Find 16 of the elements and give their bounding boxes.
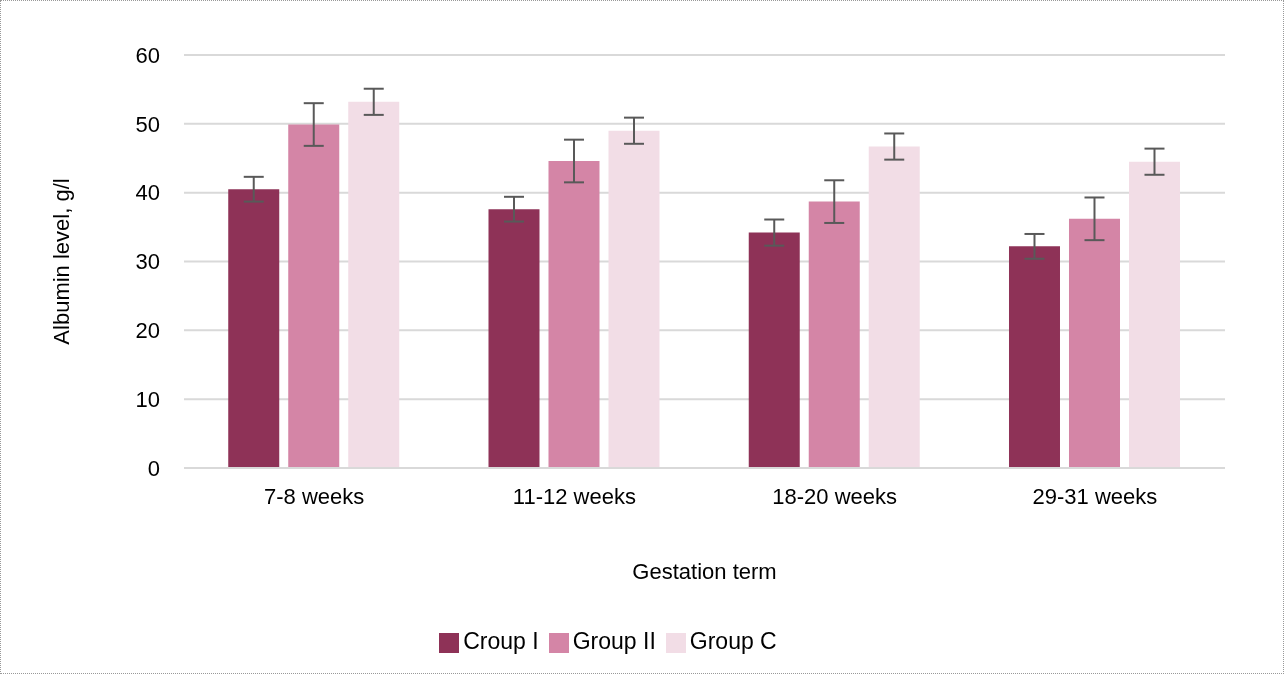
x-axis-title: Gestation term [632, 558, 777, 584]
x-tick-label: 11-12 weeks [512, 483, 636, 509]
y-axis-title: Albumin level, g/l [48, 178, 74, 345]
legend-label: Group C [689, 628, 777, 654]
x-tick-label: 7-8 weeks [263, 483, 365, 509]
legend-label: Croup I [463, 628, 539, 654]
legend-label: Group II [572, 628, 656, 654]
y-tick-label: 0 [147, 455, 160, 481]
y-tick-label: 40 [135, 180, 160, 206]
x-tick-label: 18-20 weeks [772, 483, 897, 509]
y-tick-label: 60 [135, 42, 160, 68]
y-tick-label: 30 [135, 249, 160, 275]
x-tick-label: 29-31 weeks [1032, 483, 1158, 509]
y-tick-label: 10 [135, 386, 160, 412]
y-tick-label: 50 [135, 111, 160, 137]
y-tick-label: 20 [135, 318, 160, 344]
